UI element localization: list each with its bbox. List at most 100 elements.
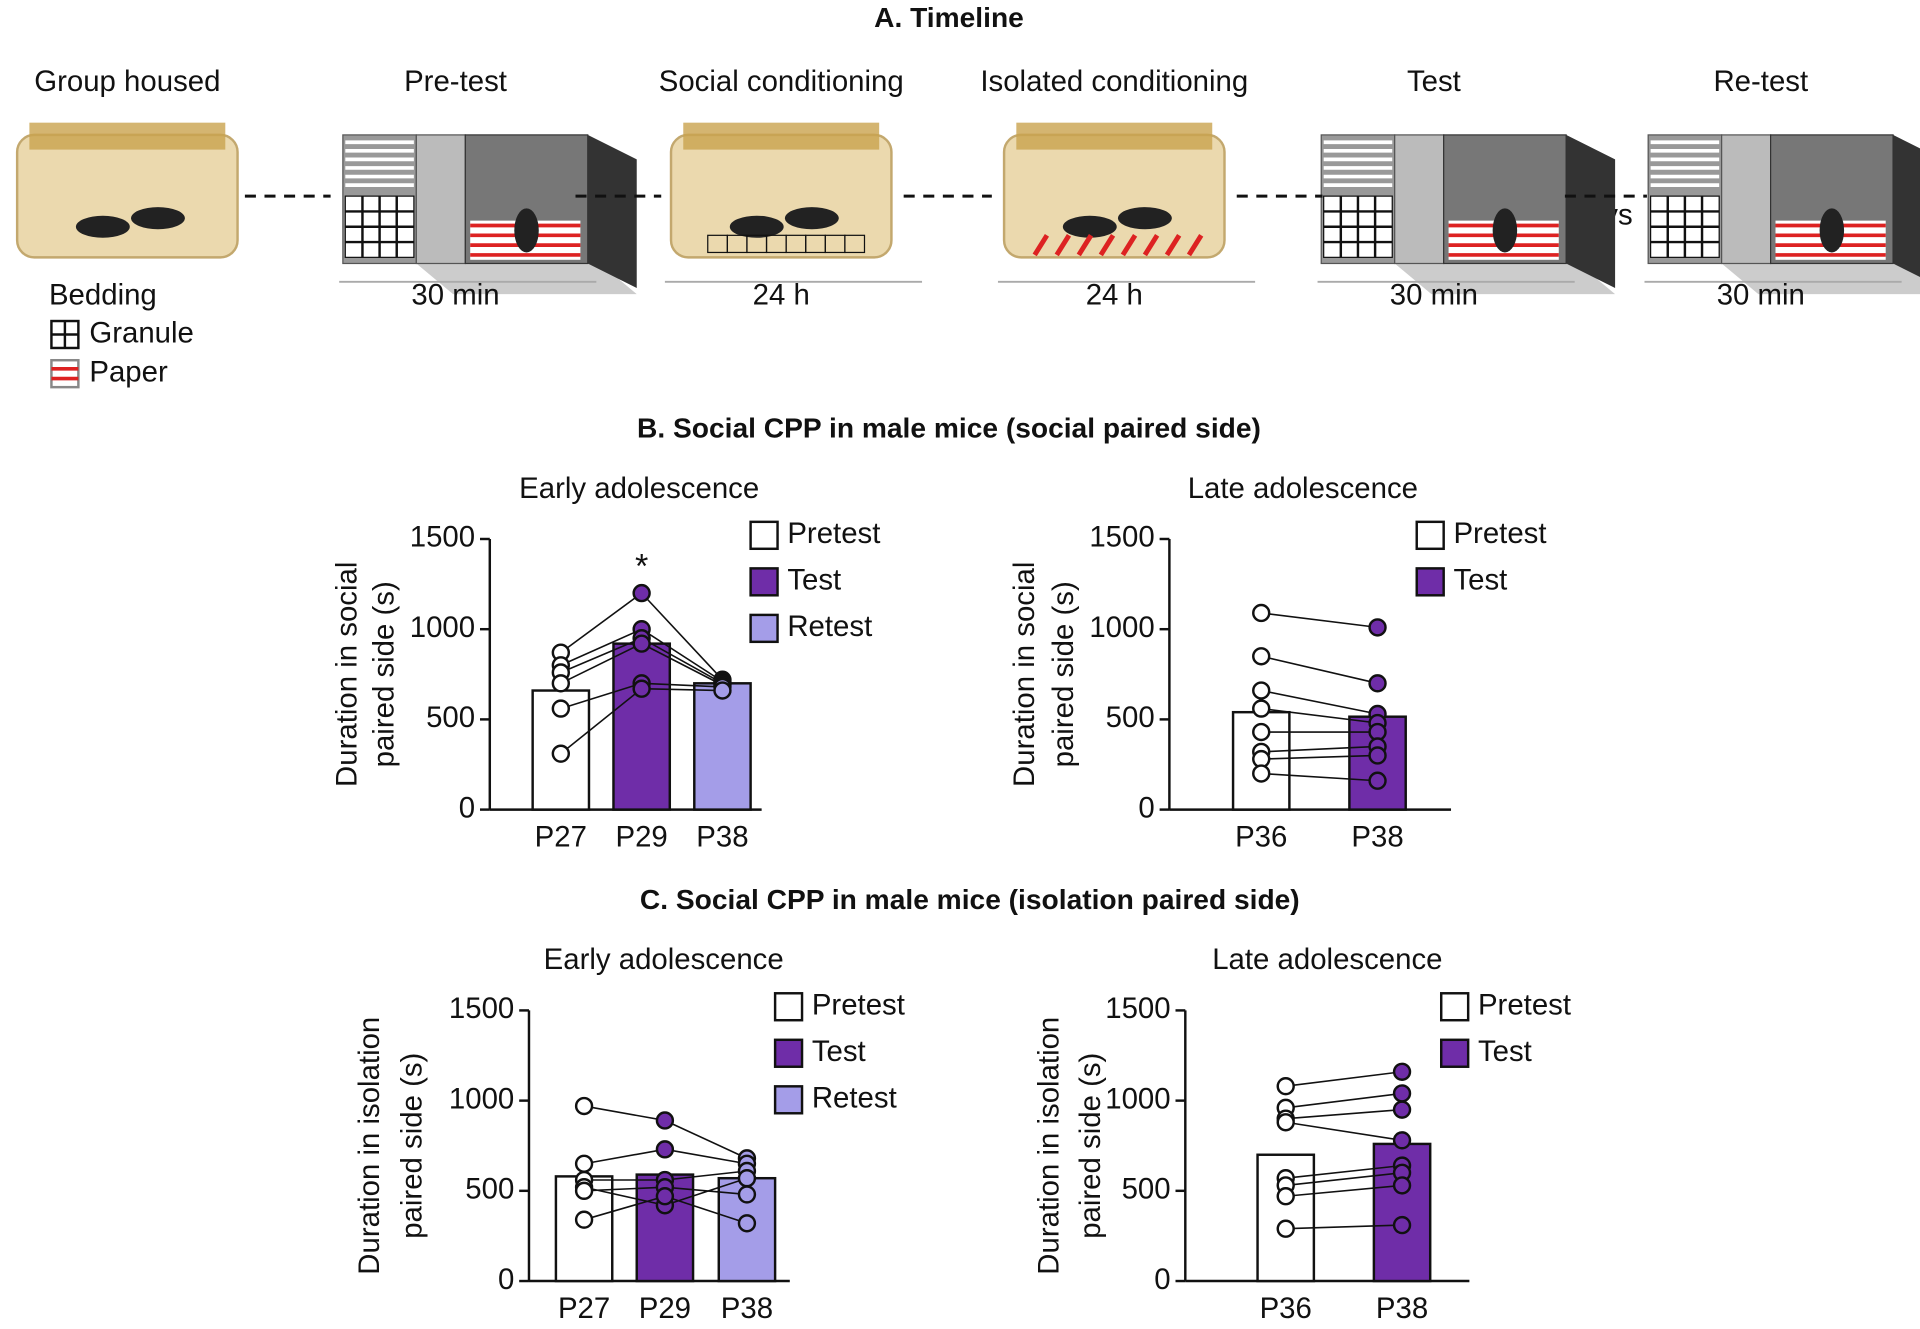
mouse (131, 207, 185, 230)
y-tick-label: 1000 (449, 1082, 514, 1115)
box-side (587, 134, 637, 288)
y-tick-label: 500 (1106, 701, 1155, 734)
bar (612, 642, 672, 811)
data-point (1276, 1077, 1295, 1096)
mouse (784, 207, 839, 230)
stage-icon (669, 122, 893, 259)
data-point (737, 1214, 757, 1233)
subject-line (641, 637, 723, 685)
legend-swatch (749, 520, 779, 551)
stripe (1186, 234, 1204, 257)
timeline-title: A. Timeline (874, 2, 1024, 33)
y-tick-label: 500 (426, 701, 475, 734)
data-point (574, 1096, 594, 1116)
data-point (1276, 1187, 1295, 1206)
stripe (1054, 234, 1072, 257)
subject-line (664, 1148, 748, 1165)
y-tick-label: 1500 (1105, 992, 1170, 1025)
legend-label: Granule (89, 316, 194, 349)
data-point (551, 674, 570, 693)
stage-icon (1647, 134, 1920, 295)
subject-line (560, 592, 643, 654)
subject-line (1261, 655, 1378, 685)
y-tick-label: 0 (1154, 1263, 1170, 1296)
data-point (1392, 1131, 1412, 1150)
cage-lid (1016, 122, 1213, 150)
subject-line (641, 642, 723, 686)
subject-line (583, 1148, 666, 1165)
data-point (1276, 1219, 1295, 1238)
data-point (713, 681, 732, 700)
subject-line (641, 682, 723, 688)
mouse (1819, 208, 1845, 253)
stage-icon (342, 134, 637, 295)
legend-label: Test (1453, 564, 1507, 597)
data-point (1276, 1113, 1295, 1132)
y-axis-label: paired side (s) (1074, 1053, 1107, 1239)
data-point (655, 1140, 675, 1159)
subject-line (1285, 1184, 1403, 1198)
data-point (737, 1169, 757, 1188)
legend-swatch (773, 1085, 804, 1115)
chart-title: Early adolescence (519, 472, 759, 505)
legend-swatch (773, 1038, 804, 1068)
legend-swatch (1440, 1038, 1470, 1068)
box-mid (1721, 134, 1772, 265)
legend-label: Pretest (1478, 989, 1571, 1022)
duration-label: 30 min (1390, 278, 1478, 311)
legend-swatch (749, 613, 779, 644)
mouse (514, 208, 539, 253)
x-tick-label: P38 (1376, 1292, 1428, 1325)
duration-label: 24 h (1086, 278, 1143, 311)
subject-line (560, 682, 642, 710)
subject-line (583, 1195, 666, 1221)
mouse (729, 215, 784, 238)
legend-label: Retest (787, 610, 872, 643)
box-side (1893, 134, 1920, 277)
subject-line (1261, 745, 1378, 753)
y-tick-label: 1000 (1089, 611, 1154, 644)
legend-label: Pretest (787, 517, 880, 550)
data-point (574, 1154, 594, 1173)
legend-swatch (749, 567, 779, 597)
legend-swatch (1415, 567, 1445, 597)
stage-label: Social conditioning (659, 65, 904, 98)
data-point (1392, 1215, 1412, 1235)
x-tick-label: P27 (535, 821, 587, 854)
subject-line (664, 1119, 748, 1160)
stripe (1098, 234, 1116, 257)
x-tick-label: P36 (1260, 1292, 1312, 1325)
y-axis-label: Duration in isolation (353, 1017, 386, 1275)
section-title: C. Social CPP in male mice (isolation pa… (640, 884, 1300, 915)
subject-line (1261, 689, 1378, 715)
subject-line (1285, 1070, 1403, 1087)
subject-line (560, 642, 642, 685)
box-side (1566, 134, 1616, 288)
legend-title: Bedding (49, 278, 157, 311)
shadow (1394, 263, 1616, 295)
mouse (1492, 208, 1518, 253)
legend-label: Test (787, 564, 841, 597)
legend-icon (50, 358, 80, 389)
legend-swatch (773, 992, 804, 1022)
x-tick-label: P38 (696, 821, 748, 854)
subject-line (1261, 707, 1378, 724)
stage-icon (1002, 122, 1226, 259)
data-point (1392, 1176, 1412, 1195)
data-point (574, 1181, 594, 1201)
y-tick-label: 0 (498, 1263, 514, 1296)
mouse (75, 215, 130, 238)
subject-line (664, 1170, 748, 1181)
shadow (416, 263, 637, 295)
x-tick-label: P38 (721, 1292, 773, 1325)
mouse (1117, 207, 1172, 230)
stage-label: Group housed (34, 65, 220, 98)
cage-lid (683, 122, 880, 150)
subject-line (641, 592, 724, 681)
y-axis-label: paired side (s) (396, 1053, 429, 1239)
y-tick-label: 0 (459, 791, 475, 824)
y-tick-label: 1000 (410, 611, 475, 644)
duration-label: 30 min (411, 278, 499, 311)
x-tick-label: P38 (1351, 821, 1403, 854)
